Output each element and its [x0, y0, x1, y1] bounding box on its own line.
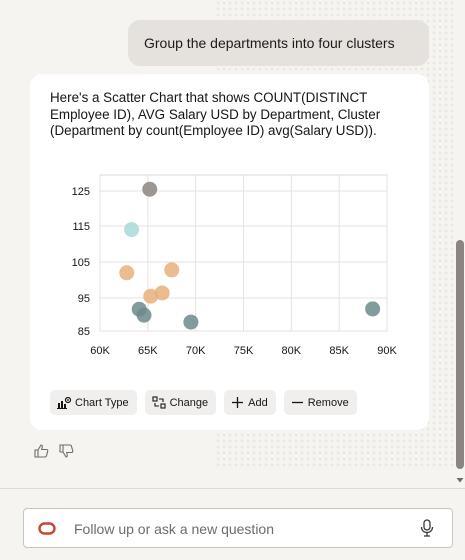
change-label: Change: [169, 396, 209, 409]
answer-text: Here's a Scatter Chart that shows COUNT(…: [50, 90, 381, 139]
remove-button[interactable]: Remove: [283, 390, 357, 415]
add-label: Add: [248, 396, 268, 409]
chart-actions: Chart Type Change Add: [50, 390, 357, 415]
x-tick-label: 70K: [186, 345, 206, 357]
chart-type-button[interactable]: Chart Type: [50, 390, 137, 415]
x-tick-label: 80K: [282, 345, 302, 357]
user-message-bubble: Group the departments into four clusters: [128, 20, 429, 66]
follow-up-input-box: [23, 508, 453, 548]
scroll-down-arrow-icon[interactable]: [455, 475, 465, 485]
user-message-text: Group the departments into four clusters: [144, 35, 395, 51]
chart-type-icon: [57, 396, 71, 409]
minus-icon: [291, 396, 304, 409]
remove-label: Remove: [307, 396, 349, 409]
scatter-point[interactable]: [143, 288, 159, 304]
scatter-point[interactable]: [183, 314, 199, 330]
x-tick-label: 75K: [234, 345, 254, 357]
x-tick-label: 85K: [329, 345, 349, 357]
y-axis-ticks: 125 115 105 95 85: [72, 186, 90, 338]
scatter-point[interactable]: [164, 262, 180, 278]
follow-up-input[interactable]: [74, 517, 414, 541]
scatter-point[interactable]: [124, 222, 140, 238]
feedback-bar: [34, 444, 74, 458]
chart-points: [119, 181, 381, 330]
scatter-point[interactable]: [119, 265, 135, 281]
scrollbar-thumb[interactable]: [456, 240, 464, 469]
x-axis-ticks: 60K 65K 70K 75K 80K 85K 90K: [90, 345, 397, 357]
answer-card: Here's a Scatter Chart that shows COUNT(…: [30, 74, 429, 430]
scatter-chart: 125 115 105 95 85 60K 65K 70K 75K 80K 85K 90K: [72, 174, 397, 357]
scatter-point[interactable]: [142, 181, 158, 197]
x-tick-label: 60K: [90, 345, 110, 357]
y-tick-label: 95: [78, 293, 90, 305]
x-tick-label: 90K: [377, 345, 397, 357]
y-tick-label: 125: [72, 186, 90, 198]
plus-icon: [231, 396, 244, 409]
scatter-point[interactable]: [154, 285, 170, 301]
thumbs-down-icon[interactable]: [59, 444, 74, 458]
chart-type-label: Chart Type: [75, 396, 129, 409]
change-button[interactable]: Change: [144, 390, 217, 415]
oracle-logo-icon: [38, 522, 56, 540]
y-tick-label: 115: [72, 221, 90, 233]
add-button[interactable]: Add: [224, 390, 276, 415]
y-tick-label: 105: [72, 257, 90, 269]
scatter-point[interactable]: [136, 307, 152, 323]
microphone-icon[interactable]: [420, 519, 434, 542]
x-tick-label: 65K: [138, 345, 158, 357]
scatter-point[interactable]: [365, 301, 381, 317]
thumbs-up-icon[interactable]: [34, 444, 49, 458]
change-icon: [152, 396, 166, 409]
y-tick-label: 85: [78, 326, 90, 338]
